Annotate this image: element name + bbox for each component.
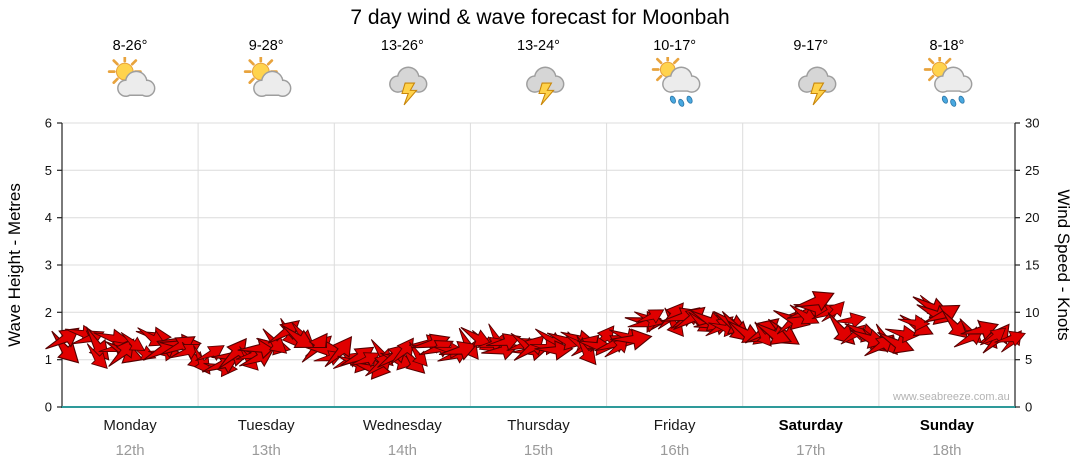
svg-text:15: 15 <box>1025 258 1039 273</box>
day-label-sunday: Sunday <box>919 417 975 434</box>
day-label-tuesday: Tuesday <box>237 417 295 434</box>
svg-text:0: 0 <box>1025 400 1032 415</box>
temperature-range: 9-28° <box>248 38 284 54</box>
date-label-13th: 13th <box>251 442 281 459</box>
weather-icon-partly-cloudy <box>244 57 292 97</box>
svg-text:5: 5 <box>45 163 52 178</box>
lightning-icon <box>401 82 419 106</box>
weather-icon-partly-cloudy <box>107 57 156 97</box>
day-label-thursday: Thursday <box>507 417 570 434</box>
date-label-14th: 14th <box>387 442 417 459</box>
date-label-17th: 17th <box>796 442 826 459</box>
day-label-monday: Monday <box>103 417 157 434</box>
lightning-icon <box>810 82 827 106</box>
lightning-icon <box>537 82 555 106</box>
day-label-saturday: Saturday <box>778 417 843 434</box>
svg-text:20: 20 <box>1025 210 1039 225</box>
svg-text:10: 10 <box>1025 305 1039 320</box>
cloud-icon <box>253 70 292 97</box>
temperature-range: 9-17° <box>793 38 829 54</box>
weather-icon-sun-showers <box>651 57 701 107</box>
svg-text:5: 5 <box>1025 352 1032 367</box>
weather-icon-storm <box>525 66 564 106</box>
cloud-icon <box>934 66 973 93</box>
temperature-range: 8-26° <box>112 38 148 54</box>
raindrops-icon <box>941 95 965 107</box>
day-header-tuesday: 9-28° <box>206 38 326 124</box>
day-label-friday: Friday <box>653 417 696 434</box>
raindrops-icon <box>669 95 693 107</box>
page-title: 7 day wind & wave forecast for Moonbah <box>350 6 730 29</box>
svg-text:4: 4 <box>45 210 52 225</box>
svg-text:0: 0 <box>45 400 52 415</box>
date-label-18th: 18th <box>932 442 962 459</box>
day-header-saturday: 9-17° <box>751 38 871 124</box>
watermark: www.seabreeze.com.au <box>893 391 1010 403</box>
day-header-friday: 10-17° <box>615 38 735 124</box>
day-label-wednesday: Wednesday <box>362 417 442 434</box>
cloud-icon <box>661 66 701 93</box>
date-label-15th: 15th <box>523 442 554 459</box>
day-header-sunday: 8-18° <box>887 38 1007 124</box>
date-label-12th: 12th <box>115 442 145 459</box>
temperature-range: 13-24° <box>517 38 560 54</box>
svg-text:2: 2 <box>45 305 52 320</box>
svg-text:25: 25 <box>1025 163 1039 178</box>
svg-text:30: 30 <box>1025 116 1039 131</box>
date-label-16th: 16th <box>660 442 690 459</box>
svg-text:1: 1 <box>45 352 52 367</box>
temperature-range: 8-18° <box>929 38 965 54</box>
day-header-monday: 8-26° <box>70 38 190 124</box>
svg-text:6: 6 <box>45 116 52 131</box>
temperature-range: 13-26° <box>380 38 424 54</box>
day-header-thursday: 13-24° <box>479 38 599 124</box>
day-header-wednesday: 13-26° <box>342 38 462 124</box>
cloud-icon <box>117 70 156 97</box>
weather-icon-storm <box>389 66 428 106</box>
weather-icon-sun-showers <box>923 57 973 107</box>
weather-icon-storm <box>797 66 837 106</box>
temperature-range: 10-17° <box>653 38 697 54</box>
svg-text:3: 3 <box>45 258 52 273</box>
